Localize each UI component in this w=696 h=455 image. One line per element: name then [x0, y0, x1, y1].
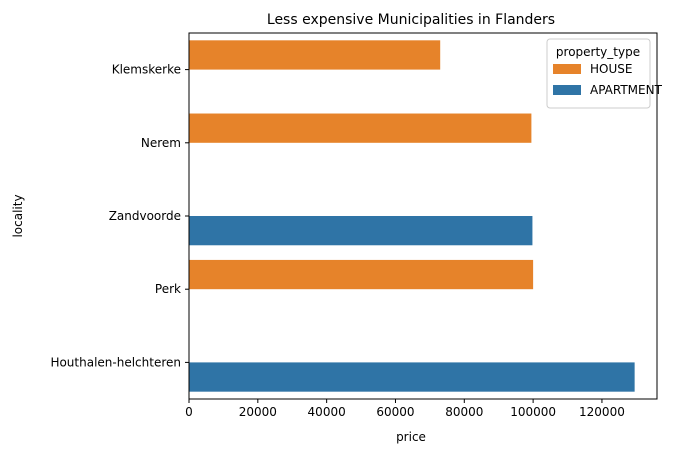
x-axis-label: price	[396, 430, 426, 444]
bar-klemskerke-house	[189, 40, 441, 70]
bar-perk-house	[189, 259, 534, 290]
x-tick-label: 100000	[510, 405, 556, 419]
bar-houthalen-helchteren-apartment	[189, 362, 635, 392]
y-tick-label: Perk	[155, 282, 181, 296]
y-axis-label: locality	[11, 194, 25, 237]
x-tick-label: 0	[185, 405, 193, 419]
x-tick-label: 60000	[376, 405, 414, 419]
y-tick-label: Klemskerke	[112, 63, 181, 77]
legend-label-house: HOUSE	[590, 62, 632, 76]
chart-title: Less expensive Municipalities in Flander…	[267, 12, 555, 28]
y-tick-label: Zandvoorde	[109, 209, 181, 223]
y-tick-label: Nerem	[141, 136, 181, 150]
legend-swatch-apartment	[553, 85, 581, 95]
x-tick-label: 120000	[579, 405, 625, 419]
x-axis: 0 20000 40000 60000 80000 100000 120000	[185, 399, 625, 419]
y-tick-label: Houthalen-helchteren	[50, 355, 181, 369]
x-tick-label: 40000	[308, 405, 346, 419]
legend-title: property_type	[556, 45, 640, 59]
legend-swatch-house	[553, 64, 581, 74]
bars-layer	[189, 40, 635, 392]
legend: property_type HOUSE APARTMENT	[546, 38, 663, 109]
x-tick-label: 20000	[239, 405, 277, 419]
legend-label-apartment: APARTMENT	[590, 83, 663, 97]
bar-nerem-house	[189, 113, 532, 143]
y-axis: Klemskerke Nerem Zandvoorde Perk Houthalen-h…	[50, 63, 189, 369]
bar-zandvoorde-apartment	[189, 216, 533, 246]
x-tick-label: 80000	[445, 405, 483, 419]
